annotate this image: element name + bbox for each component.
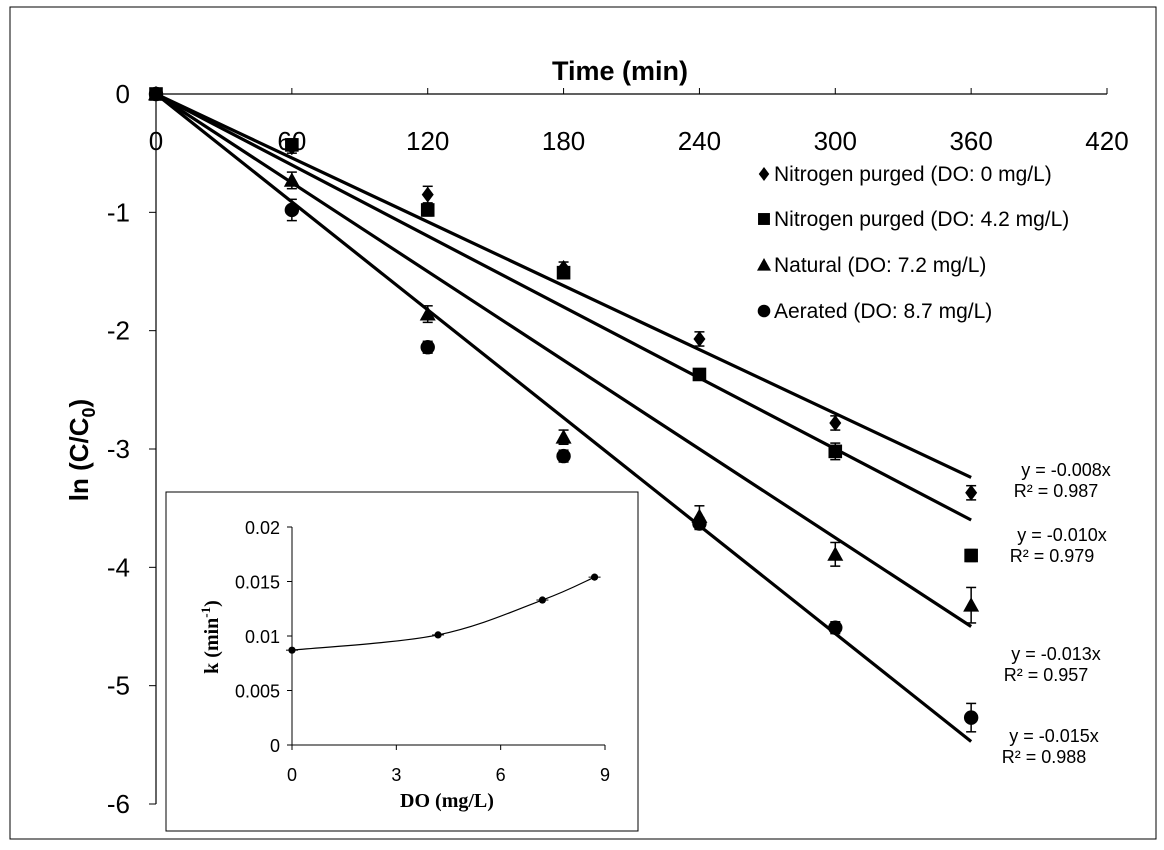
inset-data-point: [288, 646, 296, 654]
y-tick-label: -6: [107, 789, 130, 819]
data-point: [421, 186, 434, 203]
inset-chart: 0 3 6 9 0 0.005 0.01 0.015 0.02 DO (mg/L) k (min…: [165, 491, 639, 832]
inset-x-axis-label: DO (mg/L): [400, 790, 494, 812]
inset-x-tick-label: 6: [496, 765, 506, 785]
legend-label: Nitrogen purged (DO: 4.2 mg/L): [774, 208, 1069, 231]
inset-border: [165, 491, 639, 832]
y-tick-label: -1: [107, 197, 130, 227]
legend-label: Natural (DO: 7.2 mg/L): [774, 254, 986, 277]
y-tick-label: 0: [116, 79, 130, 109]
x-tick-label: 0: [149, 126, 163, 156]
inset-data-point: [538, 596, 547, 604]
legend-marker: [758, 213, 770, 225]
data-point: [693, 330, 706, 347]
data-point: [692, 516, 707, 531]
x-axis-label: Time (min): [552, 56, 688, 86]
legend: Nitrogen purged (DO: 0 mg/L) Nitrogen pur…: [757, 163, 1069, 323]
data-point: [963, 710, 979, 725]
x-tick-label: 240: [678, 126, 721, 156]
data-point: [556, 265, 571, 280]
y-tick-label: -5: [107, 671, 130, 701]
y-tick-label: -3: [107, 434, 130, 464]
inset-y-tick-label: 0.015: [235, 573, 280, 593]
x-tick-label: 180: [542, 126, 585, 156]
inset-tick-labels: 0 3 6 9 0 0.005 0.01 0.015 0.02: [235, 518, 610, 785]
data-point: [419, 306, 436, 321]
inset-y-label-superscript: -1: [198, 607, 213, 618]
r-squared-text: R² = 0.988: [1002, 747, 1087, 767]
inset-curve: [291, 576, 595, 651]
data-point: [148, 86, 164, 102]
r-squared-text: R² = 0.957: [1004, 665, 1089, 685]
main-plot-axes: [149, 88, 1108, 805]
inset-series: [286, 573, 601, 654]
equation-text: y = -0.008x: [1021, 460, 1111, 480]
inset-axes: [287, 526, 606, 750]
data-point: [829, 414, 842, 431]
data-point: [963, 597, 980, 612]
legend-item-1: Nitrogen purged (DO: 0 mg/L): [758, 163, 1052, 186]
x-tick-label: 120: [406, 126, 449, 156]
inset-x-tick-label: 0: [287, 765, 297, 785]
x-tick-label: 360: [949, 126, 992, 156]
y-axis-label: ln (C/C0): [64, 399, 99, 501]
equation-text: y = -0.010x: [1017, 525, 1107, 545]
legend-label: Aerated (DO: 8.7 mg/L): [774, 300, 992, 323]
y-tick-label: -4: [107, 552, 130, 582]
data-point: [555, 429, 572, 444]
inset-y-tick-label: 0.01: [245, 627, 280, 647]
data-point: [284, 202, 300, 218]
inset-x-tick-label: 9: [600, 765, 610, 785]
r-squared-text: R² = 0.979: [1010, 546, 1095, 566]
data-point: [283, 172, 300, 187]
data-point: [556, 448, 571, 464]
data-point: [828, 444, 843, 459]
inset-x-tick-label: 3: [391, 765, 401, 785]
data-point: [965, 484, 978, 501]
data-point: [964, 548, 978, 563]
x-tick-label: 300: [814, 126, 857, 156]
legend-marker: [758, 167, 770, 181]
y-axis-label-subscript: 0: [79, 407, 99, 417]
r-squared-text: R² = 0.987: [1014, 481, 1099, 501]
inset-y-tick-label: 0.02: [245, 518, 280, 538]
y-axis-label-main: ln (C/C: [64, 417, 94, 501]
equation-text: y = -0.015x: [1009, 726, 1099, 746]
legend-marker: [757, 258, 771, 271]
inset-data-point: [434, 631, 442, 639]
legend-item-2: Nitrogen purged (DO: 4.2 mg/L): [758, 208, 1069, 231]
series-4: [148, 86, 979, 743]
data-point: [828, 620, 843, 635]
legend-marker: [757, 304, 771, 318]
inset-y-tick-label: 0: [270, 736, 280, 756]
data-point: [827, 546, 844, 561]
inset-y-tick-label: 0.005: [235, 682, 280, 702]
inset-y-axis-label: k (min-1): [198, 600, 223, 674]
inset-y-label-end: ): [201, 600, 223, 607]
data-point: [420, 340, 435, 355]
data-point: [692, 367, 707, 382]
legend-item-4: Aerated (DO: 8.7 mg/L): [757, 300, 992, 323]
trendline: [155, 92, 972, 479]
y-axis-label-end: ): [64, 399, 94, 408]
legend-item-3: Natural (DO: 7.2 mg/L): [757, 254, 986, 277]
x-tick-label: 420: [1085, 126, 1128, 156]
legend-label: Nitrogen purged (DO: 0 mg/L): [774, 163, 1052, 186]
inset-y-label-main: k (min: [201, 618, 223, 674]
equation-text: y = -0.013x: [1011, 644, 1101, 664]
main-plot-series: [148, 86, 980, 743]
y-tick-label: -2: [107, 316, 130, 346]
data-point: [285, 138, 299, 152]
data-point: [420, 203, 435, 217]
inset-data-point: [590, 573, 599, 581]
